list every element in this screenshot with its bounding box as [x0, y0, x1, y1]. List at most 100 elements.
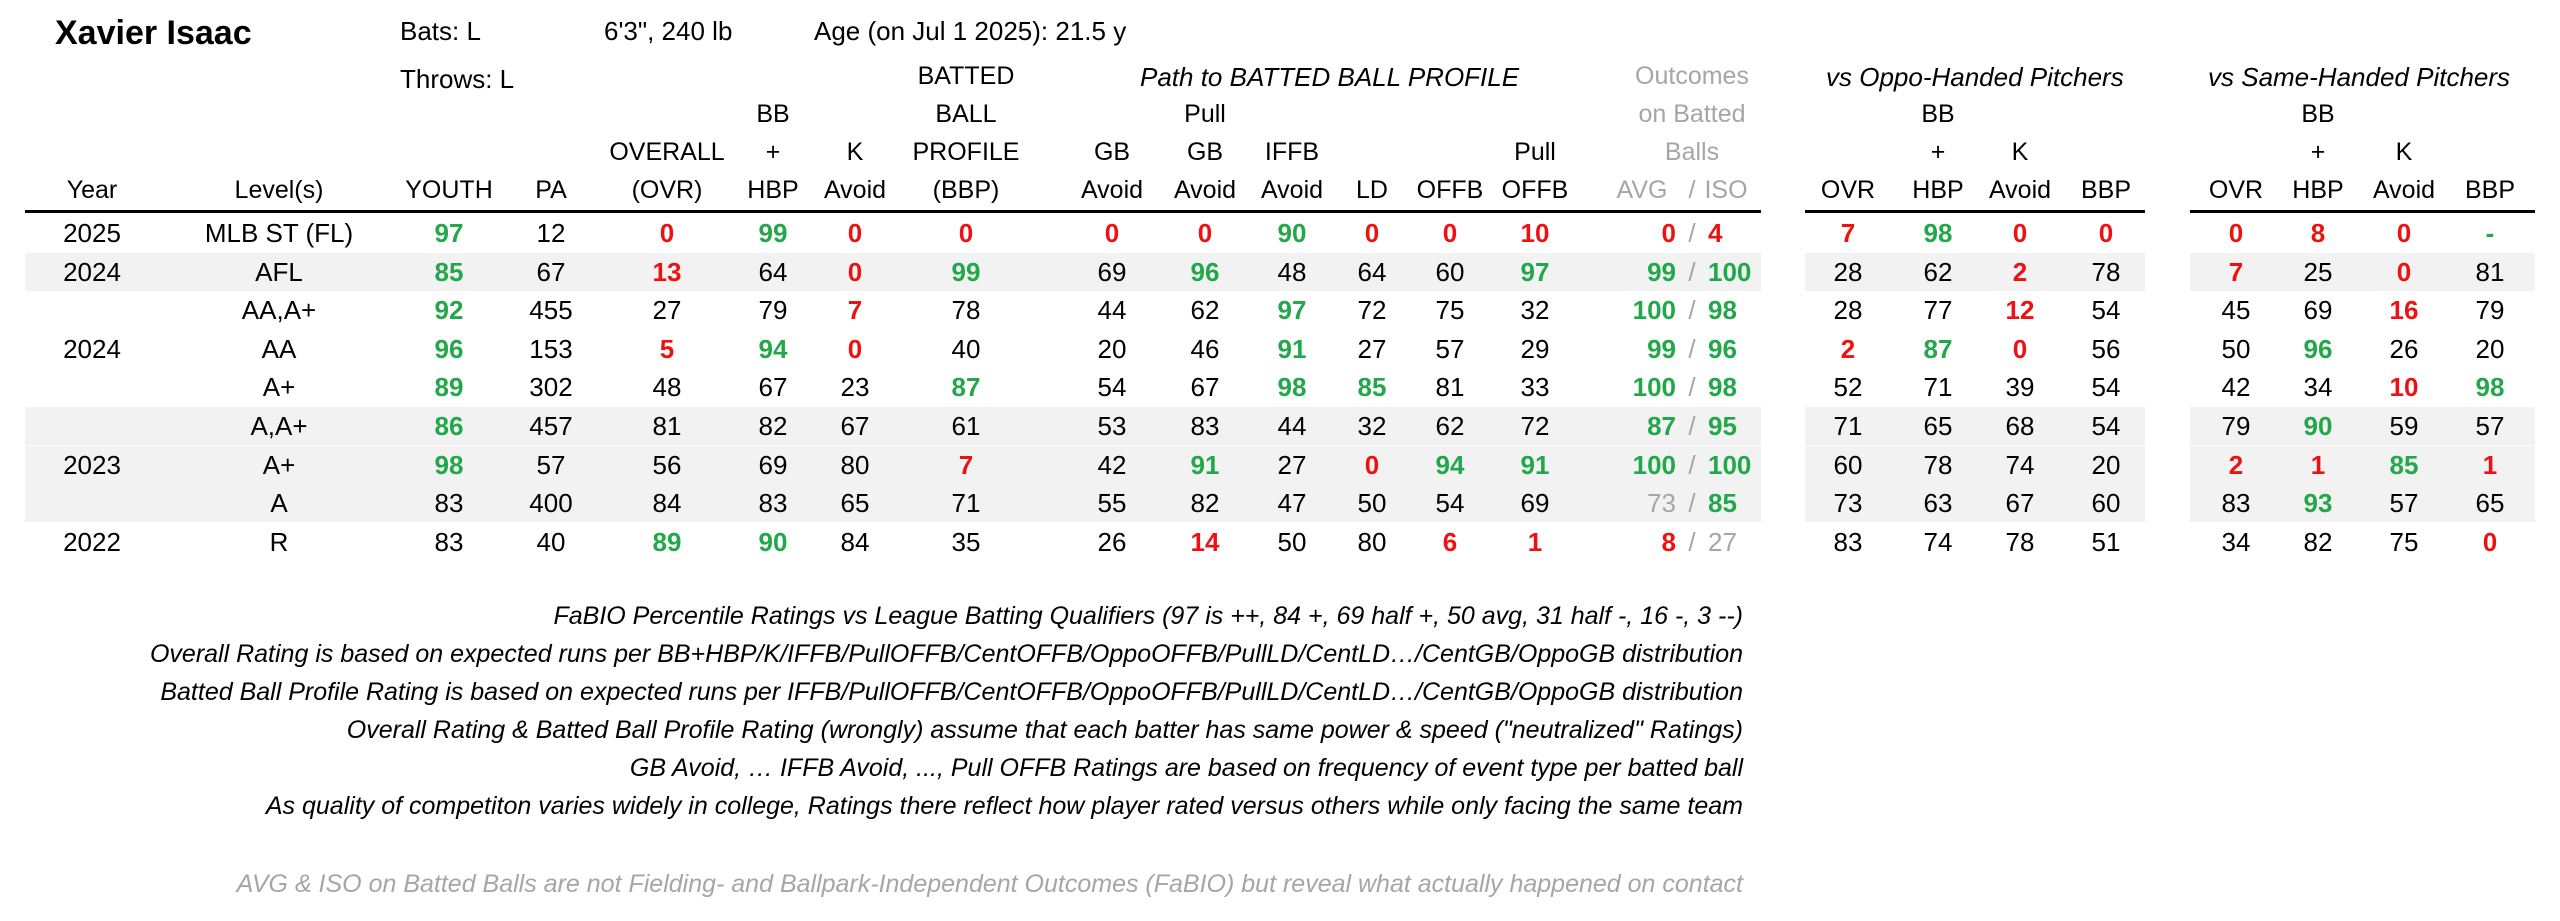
- cell-same-ovr: 83: [2221, 488, 2251, 519]
- cell-ld: 80: [1357, 526, 1387, 557]
- cell-bbp: 0: [958, 218, 974, 248]
- cell-bbhbp: 99: [758, 218, 788, 248]
- cell-pullgb-avoid: 0: [1197, 218, 1213, 248]
- cell-iso: 27: [1708, 526, 1737, 557]
- cell-avg: 0: [1661, 218, 1676, 248]
- cell-oppo-bbp: 60: [2091, 488, 2121, 519]
- cell-ld: 32: [1357, 411, 1387, 441]
- cell-same-bbp: 98: [2475, 372, 2505, 403]
- col-oppo-bbp: BBP: [2080, 176, 2132, 204]
- cell-same-ovr: 2: [2228, 449, 2244, 480]
- col-oppo-k: K: [2011, 138, 2029, 166]
- cell-bbhbp: 90: [758, 526, 788, 557]
- row-level: AA,A+: [241, 295, 317, 326]
- age-label: Age (on Jul 1 2025): 21.5 y: [814, 16, 1127, 46]
- cell-offb: 60: [1435, 256, 1465, 287]
- cell-overall: 89: [652, 526, 682, 557]
- cell-gb-avoid: 53: [1097, 411, 1127, 441]
- cell-same-bbhbp: 90: [2303, 411, 2333, 441]
- col-iffb-1: IFFB: [1264, 138, 1320, 166]
- cell-youth: 97: [434, 218, 464, 248]
- cell-pulloffb: 91: [1520, 449, 1550, 480]
- note-line: Batted Ball Profile Rating is based on e…: [160, 678, 1743, 706]
- cell-slash: /: [1688, 449, 1696, 480]
- cell-bbp: 40: [951, 333, 981, 364]
- cell-pullgb-avoid: 96: [1190, 256, 1220, 287]
- cell-oppo-kavoid: 78: [2005, 526, 2035, 557]
- col-bbhbp-3: HBP: [747, 176, 799, 204]
- cell-same-kavoid: 10: [2389, 372, 2419, 403]
- note-line: Overall Rating is based on expected runs…: [149, 640, 1743, 668]
- cell-avg: 8: [1661, 526, 1676, 557]
- col-kavoid-1: K: [846, 138, 864, 166]
- cell-oppo-ovr: 7: [1840, 218, 1856, 248]
- cell-iffb-avoid: 27: [1277, 449, 1307, 480]
- cell-same-ovr: 0: [2228, 218, 2244, 248]
- cell-oppo-bbhbp: 74: [1923, 526, 1953, 557]
- cell-avg: 99: [1647, 333, 1676, 364]
- cell-oppo-kavoid: 0: [2012, 218, 2028, 248]
- cell-iffb-avoid: 47: [1277, 488, 1307, 519]
- cell-avg: 87: [1647, 411, 1676, 441]
- cell-iso: 95: [1708, 411, 1737, 441]
- cell-oppo-ovr: 52: [1833, 372, 1863, 403]
- cell-kavoid: 67: [840, 411, 870, 441]
- cell-pulloffb: 97: [1520, 256, 1550, 287]
- cell-oppo-kavoid: 2: [2012, 256, 2028, 287]
- col-oppo-avoid: Avoid: [1988, 176, 2052, 204]
- col-kavoid-2: Avoid: [823, 176, 887, 204]
- throws-label: Throws: L: [400, 64, 515, 94]
- cell-bbhbp: 69: [758, 449, 788, 480]
- cell-overall: 56: [652, 449, 682, 480]
- cell-iso: 98: [1708, 372, 1737, 403]
- cell-gb-avoid: 69: [1097, 256, 1127, 287]
- cell-slash: /: [1688, 488, 1696, 519]
- cell-youth: 96: [434, 333, 464, 364]
- cell-pulloffb: 29: [1520, 333, 1550, 364]
- cell-iso: 96: [1708, 333, 1737, 364]
- cell-gb-avoid: 54: [1097, 372, 1127, 403]
- row-band: [1805, 407, 2145, 445]
- cell-kavoid: 7: [847, 295, 863, 326]
- row-band: [25, 445, 1761, 484]
- cell-pullgb-avoid: 67: [1190, 372, 1220, 403]
- cell-pa: 457: [529, 411, 573, 441]
- cell-same-ovr: 50: [2221, 333, 2251, 364]
- cell-avg: 99: [1647, 256, 1676, 287]
- cell-kavoid: 65: [840, 488, 870, 519]
- col-gb-1: GB: [1093, 138, 1131, 166]
- cell-iso: 4: [1708, 218, 1723, 248]
- col-iffb-2: Avoid: [1260, 176, 1324, 204]
- col-avg: AVG: [1616, 176, 1668, 204]
- cell-pa: 455: [529, 295, 573, 326]
- cell-slash: /: [1688, 526, 1696, 557]
- cell-ld: 85: [1357, 372, 1387, 403]
- cell-bbp: 78: [951, 295, 981, 326]
- cell-youth: 83: [434, 526, 464, 557]
- col-same-bbp: BBP: [2464, 176, 2516, 204]
- cell-ld: 72: [1357, 295, 1387, 326]
- row-level: R: [269, 526, 289, 557]
- col-same-hbp: HBP: [2292, 176, 2344, 204]
- cell-bbp: 99: [951, 256, 981, 287]
- cell-oppo-bbhbp: 78: [1923, 449, 1953, 480]
- path-header: Path to BATTED BALL PROFILE: [1140, 62, 1520, 92]
- col-bbhbp-1: BB: [756, 100, 790, 128]
- cell-same-bbp: 0: [2482, 526, 2498, 557]
- cell-youth: 86: [434, 411, 464, 441]
- cell-pulloffb: 69: [1520, 488, 1550, 519]
- cell-kavoid: 0: [847, 218, 863, 248]
- cell-offb: 94: [1435, 449, 1465, 480]
- player-name: Xavier Isaac: [55, 14, 252, 52]
- size-label: 6'3", 240 lb: [604, 16, 733, 46]
- outcomes-header-3: Balls: [1664, 138, 1720, 166]
- header-rule-oppo: [1805, 210, 2145, 213]
- cell-overall: 81: [652, 411, 682, 441]
- cell-same-ovr: 34: [2221, 526, 2251, 557]
- cell-pullgb-avoid: 62: [1190, 295, 1220, 326]
- cell-same-kavoid: 75: [2389, 526, 2419, 557]
- cell-oppo-ovr: 73: [1833, 488, 1863, 519]
- cell-oppo-bbp: 0: [2098, 218, 2114, 248]
- cell-oppo-bbhbp: 98: [1923, 218, 1953, 248]
- cell-same-bbp: 65: [2475, 488, 2505, 519]
